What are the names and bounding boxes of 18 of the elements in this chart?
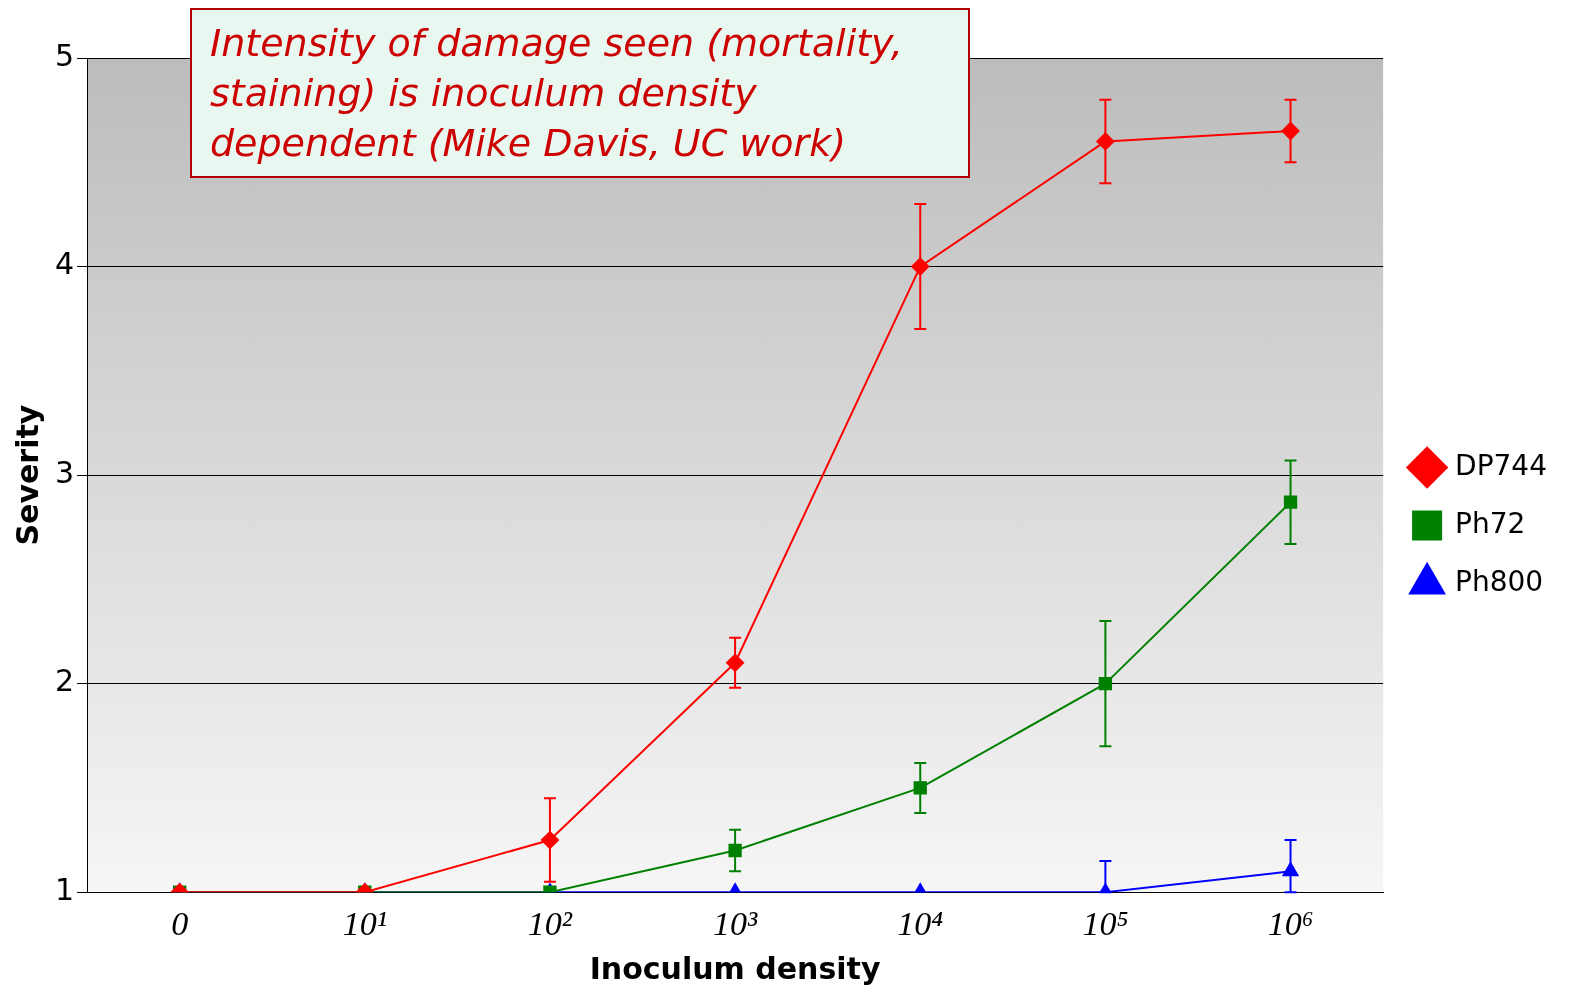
x-tick-label: 10⁵	[1082, 904, 1129, 942]
legend-label: DP744	[1455, 448, 1547, 482]
x-tick-label: 10⁴	[897, 904, 944, 942]
legend-label: Ph72	[1455, 506, 1526, 540]
x-tick-label: 10⁶	[1267, 904, 1314, 942]
annotation: Intensity of damage seen (mortality, staining) is inoculum density dependent (Mike Davis, UC work)	[190, 8, 970, 178]
y-tick-label: 3	[54, 454, 75, 490]
x-tick-label: 0	[171, 904, 189, 942]
legend-label: Ph800	[1455, 564, 1544, 598]
y-tick-label: 5	[54, 37, 75, 73]
y-tick-label: 2	[54, 663, 75, 699]
y-tick-label: 4	[54, 246, 75, 282]
y-axis-title: Severity	[9, 404, 45, 546]
y-tick-label: 1	[54, 872, 75, 907]
x-axis-title: Inoculum density	[589, 950, 881, 986]
x-tick-label: 10³	[713, 904, 758, 942]
x-tick-label: 10¹	[342, 904, 387, 942]
x-tick-label: 10²	[527, 904, 573, 942]
